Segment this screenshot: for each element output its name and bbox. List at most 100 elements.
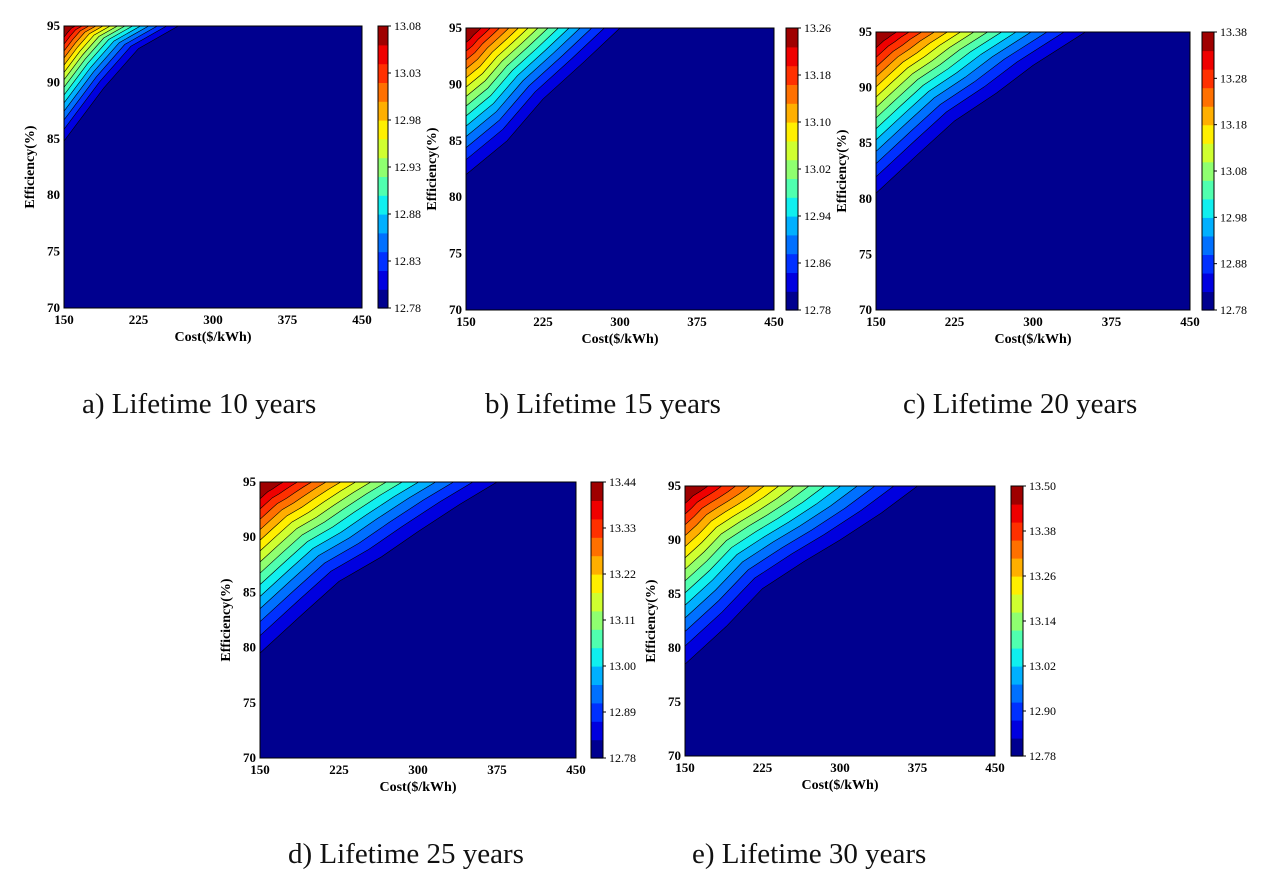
colorbar-tick-label: 12.78 <box>1029 749 1056 763</box>
x-tick-label: 150 <box>456 314 476 329</box>
x-tick-label: 450 <box>1180 314 1200 329</box>
y-tick-label: 75 <box>243 695 257 710</box>
y-tick-label: 90 <box>859 80 872 95</box>
colorbar-tick-label: 13.00 <box>609 659 636 673</box>
x-tick-label: 300 <box>830 760 850 775</box>
colorbar-segment <box>786 65 798 85</box>
colorbar-segment <box>1202 291 1214 311</box>
colorbar-tick-label: 13.26 <box>1029 569 1056 583</box>
colorbar-segment <box>378 157 388 177</box>
colorbar-segment <box>1011 594 1023 613</box>
colorbar-segment <box>591 537 603 557</box>
x-tick-label: 450 <box>352 312 372 327</box>
colorbar-tick-label: 12.78 <box>804 303 831 317</box>
colorbar-tick-label: 12.98 <box>394 113 421 127</box>
colorbar-segment <box>1202 69 1214 89</box>
colorbar-segment <box>786 234 798 255</box>
x-axis-label: Cost($/kWh) <box>581 332 658 347</box>
panel-c: 150 225 300 375 450 70 75 80 85 90 95 Cost($/kWh) Ef… <box>830 20 1250 360</box>
x-tick-label: 450 <box>985 760 1005 775</box>
contour-chart-c: 150 225 300 375 450 70 75 80 85 90 95 Cost($/kWh) Ef… <box>835 24 1247 347</box>
y-axis-label: Efficiency(%) <box>219 578 234 662</box>
x-axis-label: Cost($/kWh) <box>994 332 1071 347</box>
colorbar-tick-label: 12.83 <box>394 254 421 268</box>
colorbar-segment <box>591 500 603 520</box>
colorbar-segment <box>378 63 388 83</box>
contour-chart-e: 150 225 300 375 450 70 75 80 85 90 95 Cost($/kWh) Ef… <box>644 478 1056 793</box>
colorbar-segment <box>786 46 798 67</box>
y-tick-label: 70 <box>243 750 256 765</box>
colorbar-segment <box>1202 87 1214 107</box>
colorbar-segment <box>786 140 798 161</box>
x-tick-label: 300 <box>203 312 223 327</box>
y-axis-label: Efficiency(%) <box>425 127 440 211</box>
colorbar-segment <box>378 101 388 121</box>
colorbar-tick-label: 13.14 <box>1029 614 1056 628</box>
colorbar-tick-label: 12.86 <box>804 256 831 270</box>
colorbar-segment <box>378 138 388 159</box>
colorbar-tick-label: 13.08 <box>394 19 421 33</box>
plot-frame <box>63 25 363 309</box>
colorbar-segment <box>1011 522 1023 541</box>
colorbar-segment <box>786 122 798 142</box>
colorbar-segment <box>378 270 388 290</box>
plot-frame <box>465 27 775 311</box>
colorbar-tick-label: 13.28 <box>1220 71 1247 85</box>
colorbar-segment <box>786 197 798 217</box>
y-axis-label: Efficiency(%) <box>23 125 38 209</box>
colorbar-segment <box>591 739 603 759</box>
x-tick-label: 450 <box>764 314 784 329</box>
colorbar-segment <box>1011 630 1023 649</box>
colorbar-segment <box>786 103 798 123</box>
x-axis-label: Cost($/kWh) <box>174 330 251 345</box>
caption-d: d) Lifetime 25 years <box>288 838 524 870</box>
x-tick-label: 150 <box>54 312 74 327</box>
x-tick-label: 225 <box>533 314 553 329</box>
colorbar-tick-label: 13.22 <box>609 567 636 581</box>
colorbar-segment <box>591 684 603 704</box>
colorbar-segment <box>378 232 388 253</box>
x-tick-label: 225 <box>329 762 349 777</box>
colorbar-segment <box>591 482 603 501</box>
colorbar-tick-label: 12.78 <box>609 751 636 765</box>
colorbar-segment <box>591 721 603 741</box>
x-tick-label: 300 <box>1023 314 1043 329</box>
y-tick-label: 80 <box>47 187 60 202</box>
colorbar-segment <box>378 176 388 196</box>
y-tick-label: 70 <box>47 300 60 315</box>
caption-b: b) Lifetime 15 years <box>485 388 721 420</box>
panel-d: 150 225 300 375 450 70 75 80 85 90 95 Cost($/kWh) Ef… <box>205 472 636 812</box>
colorbar: 12.78 12.83 12.88 12.93 12.98 13.03 13.08 <box>377 19 421 315</box>
colorbar-segment <box>786 253 798 273</box>
colorbar-tick-label: 12.90 <box>1029 704 1056 718</box>
colorbar-segment <box>591 610 603 630</box>
colorbar-tick-label: 13.50 <box>1029 479 1056 493</box>
colorbar-segment <box>1202 50 1214 70</box>
x-tick-label: 375 <box>487 762 507 777</box>
plot-frame <box>259 481 577 759</box>
colorbar-segment <box>786 216 798 236</box>
y-tick-label: 85 <box>859 135 873 150</box>
y-tick-label: 90 <box>449 76 462 91</box>
plot-frame <box>684 485 996 757</box>
x-tick-label: 225 <box>129 312 149 327</box>
colorbar-segment <box>1011 702 1023 721</box>
panel-b: 150 225 300 375 450 70 75 80 85 90 95 Cost($/kWh) Ef… <box>410 18 831 358</box>
colorbar-segment <box>591 666 603 685</box>
colorbar-segment <box>1202 217 1214 237</box>
colorbar-segment <box>786 291 798 311</box>
colorbar-segment <box>378 251 388 271</box>
colorbar-segment <box>1011 486 1023 505</box>
colorbar-segment <box>378 120 388 140</box>
x-tick-label: 375 <box>278 312 298 327</box>
colorbar-tick-label: 13.38 <box>1029 524 1056 538</box>
x-tick-label: 450 <box>566 762 586 777</box>
colorbar-segment <box>1011 738 1023 757</box>
y-tick-label: 75 <box>449 246 463 261</box>
colorbar: 12.78 12.88 12.98 13.08 13.18 13.28 13.38 <box>1201 25 1247 317</box>
x-tick-label: 375 <box>1102 314 1122 329</box>
colorbar-segment <box>378 26 388 46</box>
colorbar-tick-label: 13.11 <box>609 613 636 627</box>
colorbar-segment <box>1011 684 1023 703</box>
x-tick-label: 150 <box>250 762 270 777</box>
